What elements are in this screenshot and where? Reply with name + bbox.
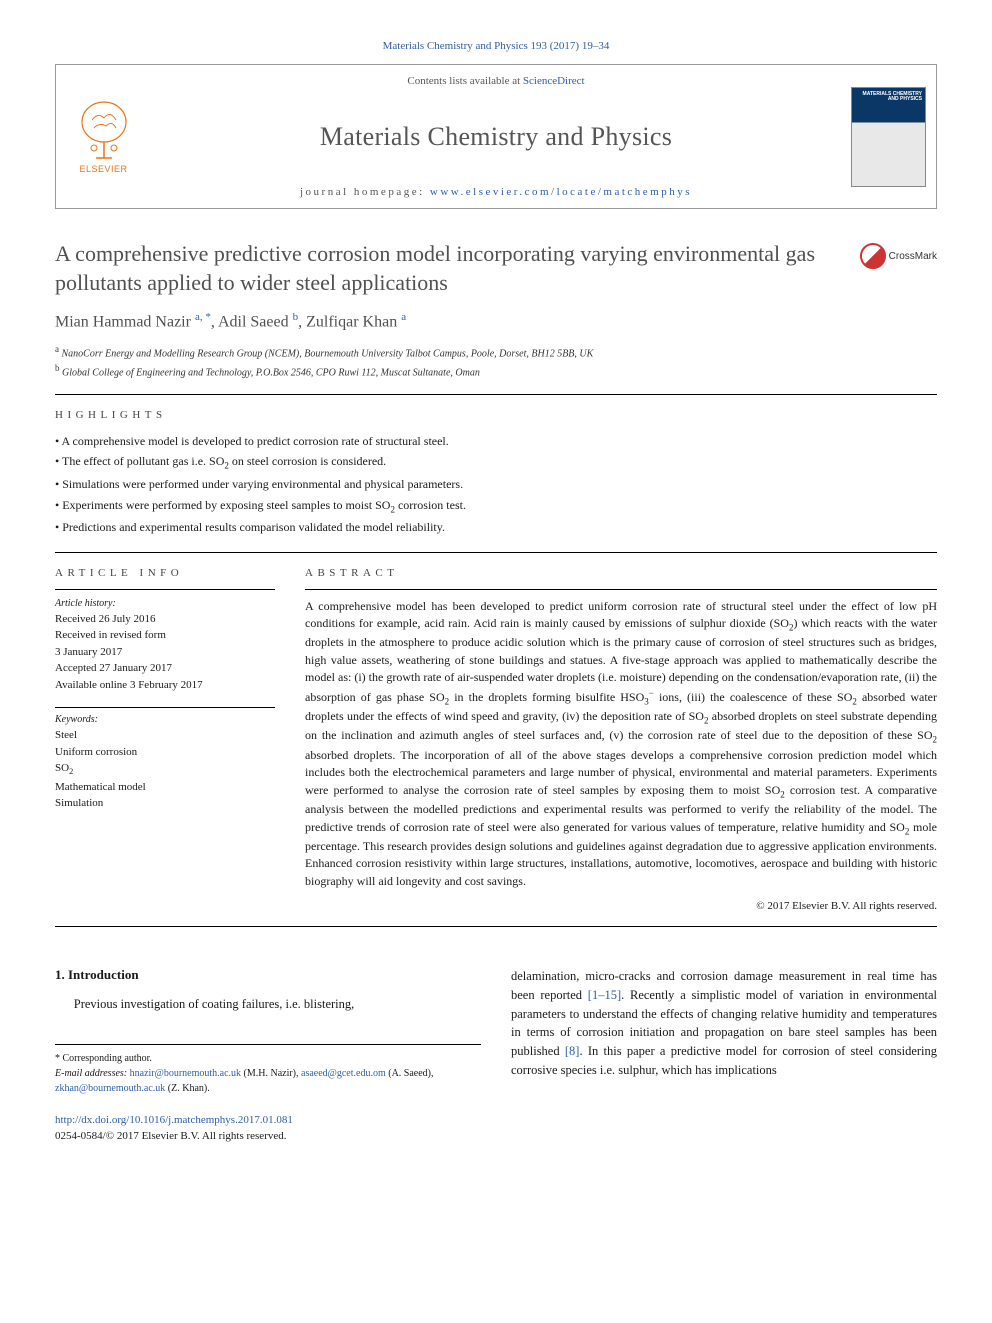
journal-homepage-link[interactable]: www.elsevier.com/locate/matchemphys: [430, 186, 692, 198]
crossmark-icon: [860, 243, 886, 269]
divider: [55, 394, 937, 395]
email-addresses: E-mail addresses: hnazir@bournemouth.ac.…: [55, 1066, 481, 1096]
cover-image: MATERIALS CHEMISTRY AND PHYSICS: [851, 87, 926, 187]
keywords-label: Keywords:: [55, 714, 275, 725]
journal-cover-thumb[interactable]: MATERIALS CHEMISTRY AND PHYSICS: [841, 65, 936, 208]
divider: [55, 926, 937, 927]
highlights-label: HIGHLIGHTS: [55, 409, 937, 421]
abstract-label: ABSTRACT: [305, 567, 937, 579]
contents-prefix: Contents lists available at: [407, 75, 522, 87]
authors-line: Mian Hammad Nazir a, *, Adil Saeed b, Zu…: [55, 311, 937, 331]
abstract-text: A comprehensive model has been developed…: [305, 598, 937, 891]
journal-header-box: ELSEVIER Contents lists available at Sci…: [55, 64, 937, 209]
intro-heading: 1. Introduction: [55, 967, 481, 983]
highlight-item: Simulations were performed under varying…: [55, 474, 937, 494]
crossmark-label: CrossMark: [889, 251, 937, 262]
intro-para-left: Previous investigation of coating failur…: [55, 995, 481, 1014]
keywords-list: SteelUniform corrosionSO2Mathematical mo…: [55, 727, 275, 812]
cover-title-text: MATERIALS CHEMISTRY AND PHYSICS: [855, 92, 922, 103]
contents-available-line: Contents lists available at ScienceDirec…: [151, 75, 841, 87]
doi-link[interactable]: http://dx.doi.org/10.1016/j.matchemphys.…: [55, 1114, 293, 1126]
intro-para-right: delamination, micro-cracks and corrosion…: [511, 967, 937, 1080]
article-info-label: ARTICLE INFO: [55, 567, 275, 579]
issn-copyright: 0254-0584/© 2017 Elsevier B.V. All right…: [55, 1130, 287, 1142]
abstract-copyright: © 2017 Elsevier B.V. All rights reserved…: [305, 900, 937, 912]
highlight-item: The effect of pollutant gas i.e. SO2 on …: [55, 451, 937, 474]
history-label: Article history:: [55, 598, 275, 609]
emails-label: E-mail addresses:: [55, 1068, 127, 1079]
elsevier-tree-icon: [76, 100, 132, 162]
highlight-item: A comprehensive model is developed to pr…: [55, 431, 937, 451]
publisher-name: ELSEVIER: [79, 164, 127, 174]
doi-block: http://dx.doi.org/10.1016/j.matchemphys.…: [55, 1112, 937, 1145]
affiliation-b: b Global College of Engineering and Tech…: [55, 362, 937, 380]
affiliations-block: a NanoCorr Energy and Modelling Research…: [55, 343, 937, 380]
citation-header: Materials Chemistry and Physics 193 (201…: [55, 40, 937, 52]
article-history: Received 26 July 2016Received in revised…: [55, 611, 275, 694]
sciencedirect-link[interactable]: ScienceDirect: [523, 75, 585, 87]
highlight-item: Experiments were performed by exposing s…: [55, 495, 937, 518]
homepage-prefix: journal homepage:: [300, 186, 430, 198]
highlights-list: A comprehensive model is developed to pr…: [55, 431, 937, 538]
publisher-logo[interactable]: ELSEVIER: [56, 65, 151, 208]
corresponding-author-note: * Corresponding author.: [55, 1051, 481, 1066]
article-title: A comprehensive predictive corrosion mod…: [55, 239, 860, 297]
crossmark-badge[interactable]: CrossMark: [860, 243, 937, 269]
highlight-item: Predictions and experimental results com…: [55, 517, 937, 537]
journal-homepage-line: journal homepage: www.elsevier.com/locat…: [151, 186, 841, 198]
journal-name: Materials Chemistry and Physics: [151, 122, 841, 152]
affiliation-a: a NanoCorr Energy and Modelling Research…: [55, 343, 937, 361]
